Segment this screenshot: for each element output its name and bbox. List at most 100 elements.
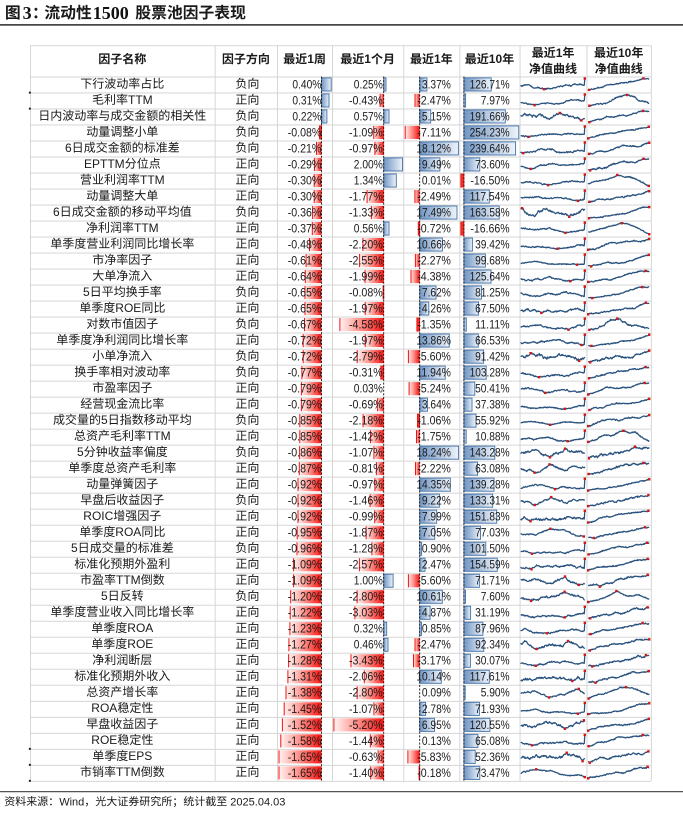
svg-text:-0.43%: -0.43% [349,93,383,107]
svg-text:-5.60%: -5.60% [417,574,451,588]
svg-text:-2.49%: -2.49% [417,190,451,204]
svg-text:-5.83%: -5.83% [417,750,451,764]
svg-text:-4.58%: -4.58% [349,318,383,332]
svg-text:-1.58%: -1.58% [288,734,322,748]
svg-text:151.83%: 151.83% [470,510,510,524]
svg-text:-5.24%: -5.24% [417,382,451,396]
svg-text:-0.99%: -0.99% [349,510,383,524]
svg-text:ROE: ROE [127,637,153,651]
svg-text:-1.97%: -1.97% [349,334,383,348]
svg-text:-0.65%: -0.65% [288,286,322,300]
svg-text:39.42%: 39.42% [475,238,510,252]
svg-text:-3.03%: -3.03% [349,606,383,620]
svg-text:-1.23%: -1.23% [288,622,322,636]
svg-text:Wind: Wind [59,796,84,808]
svg-text:7.97%: 7.97% [481,93,510,107]
svg-text:-5.60%: -5.60% [417,350,451,364]
svg-text:-1.07%: -1.07% [349,702,383,716]
svg-text:0.25%: 0.25% [354,77,383,91]
svg-text:-2.06%: -2.06% [349,670,383,684]
svg-text:-7.11%: -7.11% [417,125,451,139]
svg-text:-1.75%: -1.75% [417,430,451,444]
svg-text:7.62%: 7.62% [422,286,451,300]
svg-text:99.68%: 99.68% [475,254,510,268]
svg-text:9.22%: 9.22% [422,494,451,508]
svg-text:1.34%: 1.34% [354,174,383,188]
svg-text:ROA: ROA [127,621,153,635]
svg-text:0.56%: 0.56% [354,222,383,236]
svg-text:2025.04.03: 2025.04.03 [230,796,285,808]
svg-text:-0.48%: -0.48% [288,238,322,252]
svg-text:2.00%: 2.00% [354,157,383,171]
svg-text:ROE: ROE [115,301,141,315]
svg-text:73.60%: 73.60% [475,157,510,171]
svg-text:0.01%: 0.01% [422,174,451,188]
svg-text:-0.67%: -0.67% [288,318,322,332]
svg-text:-1.87%: -1.87% [349,526,383,540]
svg-text:-0.92%: -0.92% [288,494,322,508]
svg-text:0.85%: 0.85% [422,622,451,636]
svg-text:-0.92%: -0.92% [288,510,322,524]
svg-text:-5.20%: -5.20% [349,718,383,732]
svg-text:-1.09%: -1.09% [349,125,383,139]
svg-text:5.90%: 5.90% [481,686,510,700]
svg-text:-0.72%: -0.72% [288,350,322,364]
svg-text:-1.09%: -1.09% [288,558,322,572]
svg-text:154.59%: 154.59% [470,558,510,572]
svg-text:125.64%: 125.64% [470,270,510,284]
svg-text:63.08%: 63.08% [475,462,510,476]
svg-text:2.78%: 2.78% [422,702,451,716]
svg-text:7.05%: 7.05% [422,526,451,540]
svg-text:-1.07%: -1.07% [349,446,383,460]
svg-text:4.87%: 4.87% [422,606,451,620]
svg-text:163.58%: 163.58% [470,206,510,220]
svg-text:-0.61%: -0.61% [288,254,322,268]
svg-text:-0.08%: -0.08% [349,286,383,300]
svg-text:11.94%: 11.94% [416,366,451,380]
svg-text:10: 10 [618,46,632,60]
svg-text:3: 3 [23,3,32,23]
svg-text:77.03%: 77.03% [475,526,510,540]
svg-text:-2.80%: -2.80% [349,686,383,700]
svg-text:TTM: TTM [128,93,153,107]
svg-text:37.38%: 37.38% [475,398,510,412]
svg-text:-0.96%: -0.96% [288,542,322,556]
svg-text:7.99%: 7.99% [422,510,451,524]
svg-text:ROE: ROE [91,733,117,747]
svg-text:31.19%: 31.19% [475,606,510,620]
svg-text:-1.44%: -1.44% [349,734,383,748]
svg-text:-1.40%: -1.40% [349,766,383,780]
svg-text:10.61%: 10.61% [416,590,451,604]
svg-text:TTM: TTM [116,573,141,587]
svg-text:-4.38%: -4.38% [417,270,451,284]
svg-text:-0.08%: -0.08% [288,125,322,139]
svg-text:5: 5 [101,589,108,603]
svg-text:TTM: TTM [140,173,165,187]
svg-text:-0.95%: -0.95% [288,526,322,540]
svg-text:81.25%: 81.25% [475,286,510,300]
svg-text:-1.33%: -1.33% [349,206,383,220]
svg-text:-1.97%: -1.97% [349,302,383,316]
svg-text:EPS: EPS [128,749,152,763]
svg-text:1: 1 [307,52,314,66]
svg-text:65.08%: 65.08% [475,734,510,748]
svg-text:-2.20%: -2.20% [349,238,383,252]
svg-text:0.32%: 0.32% [354,622,383,636]
svg-text:-2.18%: -2.18% [349,414,383,428]
svg-text:66.53%: 66.53% [475,334,510,348]
svg-text:-0.97%: -0.97% [349,141,383,155]
svg-text:1500: 1500 [93,3,129,23]
svg-text:92.34%: 92.34% [475,638,510,652]
svg-text:EPTTM: EPTTM [84,157,125,171]
svg-text:143.28%: 143.28% [470,446,510,460]
svg-text:-0.81%: -0.81% [349,462,383,476]
svg-text:17.49%: 17.49% [416,206,451,220]
svg-text:-0.63%: -0.63% [349,750,383,764]
svg-text:-0.30%: -0.30% [288,174,322,188]
svg-text:-0.87%: -0.87% [288,462,322,476]
svg-text:-1.09%: -1.09% [288,574,322,588]
svg-text:9.49%: 9.49% [422,157,451,171]
svg-text:TTM: TTM [146,429,171,443]
svg-text:-1.99%: -1.99% [349,270,383,284]
svg-text:TTM: TTM [116,765,141,779]
